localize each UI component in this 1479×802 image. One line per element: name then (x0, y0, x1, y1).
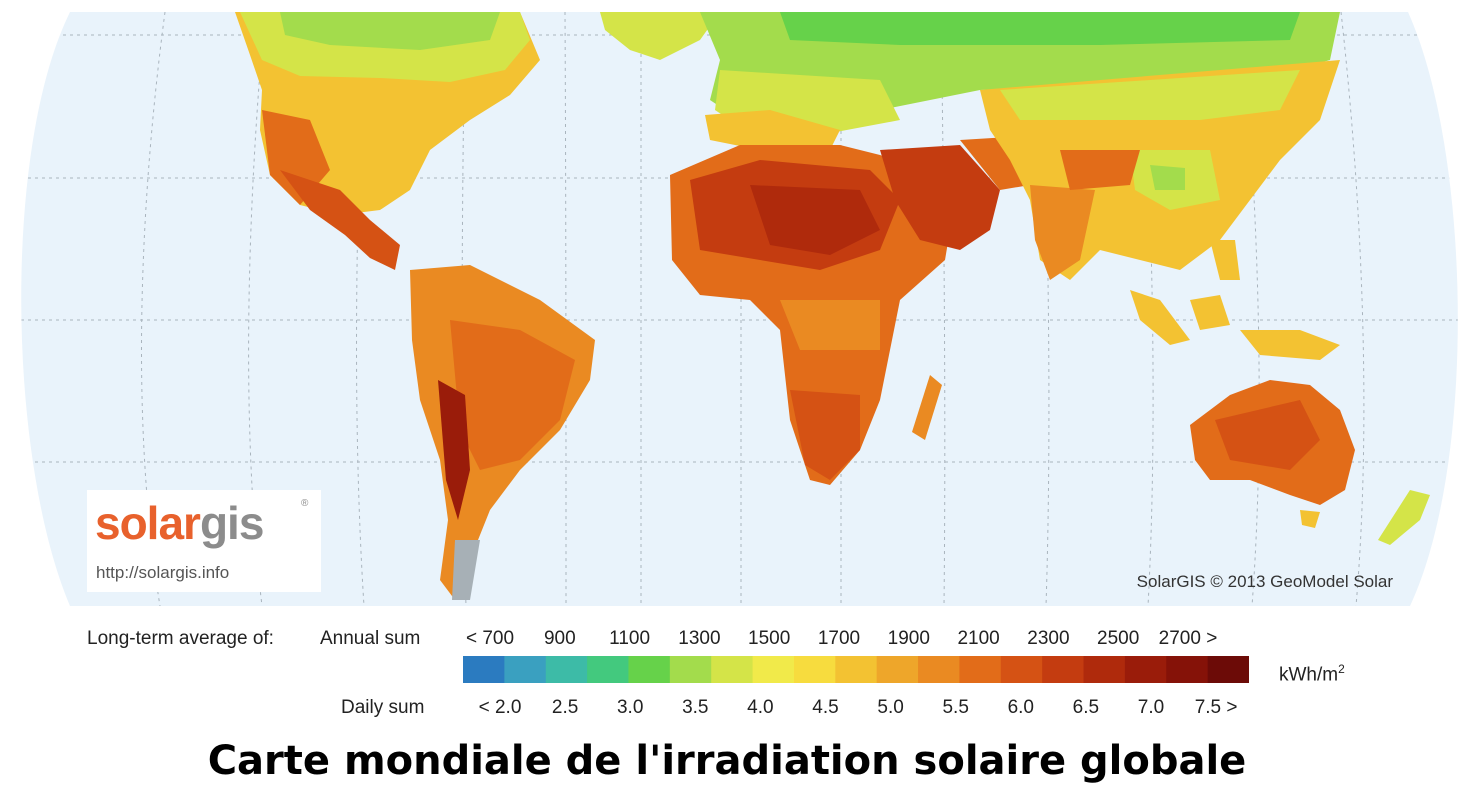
colorbar-swatch (1042, 656, 1085, 683)
australia (1190, 380, 1355, 528)
logo-solar-text: solar (95, 497, 201, 549)
colorbar-swatch (504, 656, 547, 683)
annual-tick-label: 1900 (887, 628, 930, 649)
map-credit: SolarGIS © 2013 GeoModel Solar (1136, 572, 1393, 591)
legend-colorbar (463, 656, 1249, 683)
daily-tick-label: 2.5 (551, 697, 579, 718)
colorbar-swatch (628, 656, 671, 683)
legend-prefix: Long-term average of: (87, 628, 274, 649)
annual-tick-label: 1500 (748, 628, 791, 649)
colorbar-swatch (1207, 656, 1249, 683)
logo-url: http://solargis.info (96, 563, 230, 582)
daily-tick-label: 4.0 (747, 697, 774, 718)
colorbar-swatch (1083, 656, 1126, 683)
daily-tick-label: 5.5 (942, 697, 969, 718)
legend-daily-label: Daily sum (341, 697, 425, 718)
legend-annual-label: Annual sum (320, 628, 421, 649)
annual-tick-label: 1100 (609, 628, 651, 649)
colorbar-swatch (669, 656, 712, 683)
daily-tick-label: 5.0 (877, 697, 904, 718)
colorbar-swatch (1166, 656, 1209, 683)
registered-mark: ® (301, 498, 309, 509)
colorbar-swatch (463, 656, 505, 683)
new-zealand (1378, 490, 1430, 545)
south-america (410, 265, 595, 600)
daily-tick-label: 7.0 (1137, 697, 1165, 718)
legend-unit-text: kWh/m (1279, 664, 1339, 686)
legend-unit: kWh/m2 (1279, 662, 1345, 686)
annual-tick-label: 2700 > (1158, 628, 1218, 649)
daily-tick-label: 7.5 > (1194, 697, 1238, 718)
colorbar-swatch (876, 656, 919, 683)
north-america (235, 12, 540, 270)
colorbar-swatch (835, 656, 878, 683)
greenland (600, 12, 720, 60)
daily-tick-label: 3.0 (616, 697, 644, 718)
colorbar-swatch (793, 656, 836, 683)
annual-tick-label: 1700 (817, 628, 861, 649)
page-title: Carte mondiale de l'irradiation solaire … (207, 738, 1247, 784)
colorbar-swatch (918, 656, 961, 683)
asia (980, 60, 1340, 280)
daily-tick-label: 6.5 (1072, 697, 1100, 718)
colorbar-swatch (711, 656, 754, 683)
daily-tick-label: 3.5 (682, 697, 709, 718)
annual-tick-label: < 700 (465, 628, 515, 649)
annual-tick-label: 2500 (1097, 628, 1140, 649)
daily-tick-label: < 2.0 (478, 697, 522, 718)
colorbar-swatch (1000, 656, 1043, 683)
se-asia-islands (1130, 240, 1340, 360)
annual-tick-label: 900 (543, 628, 576, 649)
colorbar-swatch (587, 656, 630, 683)
annual-tick-label: 2100 (957, 628, 1000, 649)
colorbar-swatch (752, 656, 795, 683)
legend-unit-sup: 2 (1338, 662, 1345, 676)
daily-tick-label: 4.5 (812, 697, 839, 718)
colorbar-swatch (1124, 656, 1167, 683)
colorbar-swatch (959, 656, 1002, 683)
daily-tick-label: 6.0 (1007, 697, 1035, 718)
africa (670, 145, 950, 485)
europe (700, 12, 1340, 150)
solargis-logo: solargis ® http://solargis.info (87, 490, 321, 592)
annual-tick-label: 2300 (1027, 628, 1070, 649)
colorbar-swatch (545, 656, 588, 683)
logo-gis-text: gis (199, 497, 264, 549)
madagascar (912, 375, 942, 440)
annual-tick-label: 1300 (678, 628, 721, 649)
